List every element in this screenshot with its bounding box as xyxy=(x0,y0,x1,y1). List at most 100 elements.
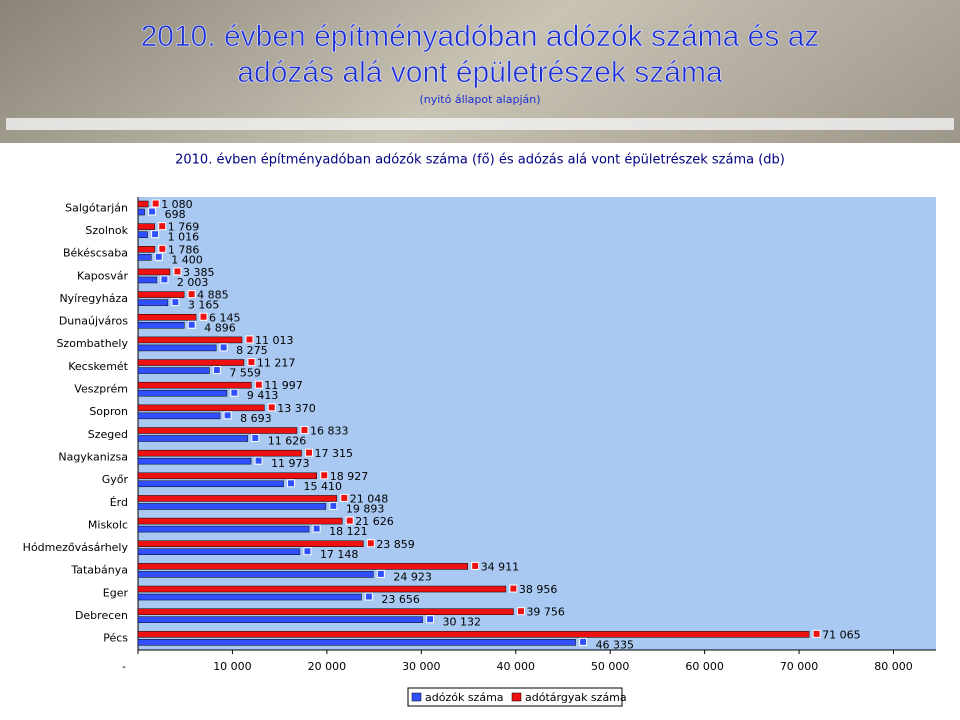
bar-marker xyxy=(251,434,260,442)
bar-marker xyxy=(171,298,180,307)
y-tick-label: Miskolc xyxy=(88,518,128,531)
bar xyxy=(137,608,514,615)
bar-marker xyxy=(303,547,312,556)
value-label: 698 xyxy=(165,208,186,221)
bar-marker xyxy=(219,343,228,352)
bar-marker xyxy=(312,524,321,533)
bar-marker xyxy=(151,230,160,239)
bar xyxy=(137,563,468,570)
bar-marker xyxy=(187,320,196,329)
value-label: 24 923 xyxy=(393,570,432,583)
value-label: 11 626 xyxy=(268,435,307,448)
bar-marker xyxy=(579,637,588,646)
x-tick-label: 50 000 xyxy=(591,660,630,673)
bar-marker xyxy=(254,456,263,465)
y-tick-label: Debrecen xyxy=(75,609,128,622)
bar xyxy=(137,254,152,261)
bar xyxy=(137,359,245,366)
slide-title: 2010. évben építményadóban adózók száma … xyxy=(141,20,820,53)
y-tick-label: Tatabánya xyxy=(70,564,128,577)
x-tick-label: 70 000 xyxy=(780,660,819,673)
bar xyxy=(137,208,145,216)
bar-marker xyxy=(160,275,169,284)
bar-marker xyxy=(320,471,329,480)
bar-marker xyxy=(345,516,354,525)
chart-title: 2010. évben építményadóban adózók száma … xyxy=(175,153,785,168)
bar xyxy=(137,435,249,442)
y-tick-label: Sopron xyxy=(89,405,128,418)
bar-marker xyxy=(199,312,208,321)
y-tick-label: Kaposvár xyxy=(77,269,128,282)
x-tick-label: - xyxy=(122,660,126,673)
value-label: 8 693 xyxy=(240,412,272,425)
value-label: 1 016 xyxy=(168,231,200,244)
value-label: 17 315 xyxy=(315,447,354,460)
value-label: 18 927 xyxy=(330,470,369,483)
y-tick-label: Veszprém xyxy=(74,383,128,396)
y-tick-label: Dunaújváros xyxy=(59,315,128,328)
bar-marker xyxy=(516,607,525,616)
bar xyxy=(137,593,362,601)
bar xyxy=(137,223,155,230)
y-tick-label: Hódmezővásárhely xyxy=(23,541,129,554)
bar xyxy=(137,246,156,253)
bar xyxy=(137,200,149,208)
slide-title: adózás alá vont épületrészek száma xyxy=(237,56,723,89)
value-label: 15 410 xyxy=(304,480,343,493)
bar xyxy=(137,276,158,284)
value-label: 2 003 xyxy=(177,276,209,289)
bar-marker xyxy=(151,199,160,208)
y-tick-label: Szolnok xyxy=(85,224,128,237)
bar xyxy=(137,412,221,420)
value-label: 3 385 xyxy=(183,266,215,279)
bar xyxy=(137,427,298,434)
bar xyxy=(137,525,310,533)
bar xyxy=(137,231,148,238)
value-label: 71 065 xyxy=(822,628,861,641)
bar xyxy=(137,639,576,646)
bar xyxy=(137,314,197,321)
y-tick-label: Szeged xyxy=(88,428,128,441)
value-label: 18 121 xyxy=(329,525,368,538)
bar xyxy=(137,480,284,488)
bar xyxy=(137,631,810,638)
value-label: 11 217 xyxy=(257,357,296,370)
value-label: 17 148 xyxy=(320,548,359,561)
bar-marker xyxy=(187,290,196,299)
bar xyxy=(137,517,343,525)
bar-marker xyxy=(148,207,157,216)
value-label: 8 275 xyxy=(236,344,268,357)
bar-marker xyxy=(509,584,518,593)
bar xyxy=(137,457,252,465)
bar xyxy=(137,571,374,578)
value-label: 13 370 xyxy=(277,402,316,415)
x-tick-label: 20 000 xyxy=(308,660,347,673)
x-tick-label: 10 000 xyxy=(213,660,252,673)
value-label: 1 786 xyxy=(168,243,200,256)
bar-marker xyxy=(254,380,263,389)
value-label: 11 973 xyxy=(271,457,310,470)
bar-marker xyxy=(287,479,296,488)
value-label: 4 885 xyxy=(197,289,229,302)
value-label: 19 893 xyxy=(346,502,385,515)
x-tick-label: 40 000 xyxy=(497,660,536,673)
bar xyxy=(137,291,185,298)
bar xyxy=(137,299,169,306)
bar-marker xyxy=(223,411,232,420)
value-label: 3 165 xyxy=(188,299,220,312)
bar-marker xyxy=(158,222,167,231)
bar-marker xyxy=(376,569,385,578)
slide-subtitle: (nyitó állapot alapján) xyxy=(419,93,540,106)
legend-label: adózók száma xyxy=(425,691,504,704)
value-label: 11 013 xyxy=(255,334,294,347)
bar xyxy=(137,268,171,276)
y-tick-label: Békéscsaba xyxy=(63,247,128,260)
bar-marker xyxy=(173,267,182,276)
x-tick-label: 60 000 xyxy=(685,660,724,673)
bar-marker xyxy=(426,615,435,624)
bar-marker xyxy=(340,493,349,502)
bar xyxy=(137,585,507,593)
y-tick-label: Salgótarján xyxy=(65,201,128,214)
bar-marker xyxy=(247,358,256,367)
